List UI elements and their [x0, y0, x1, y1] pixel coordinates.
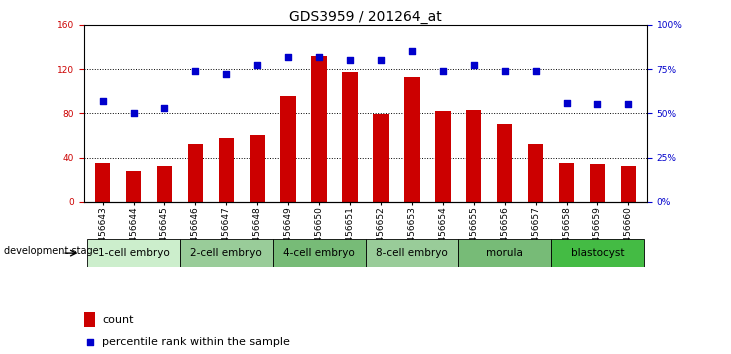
Text: count: count — [102, 315, 134, 325]
Point — [221, 72, 232, 77]
Text: 1-cell embryo: 1-cell embryo — [98, 248, 170, 258]
Point — [591, 102, 603, 107]
Text: blastocyst: blastocyst — [571, 248, 624, 258]
Point — [251, 63, 263, 68]
Point — [561, 100, 572, 105]
Text: 8-cell embryo: 8-cell embryo — [376, 248, 448, 258]
Point — [282, 54, 294, 59]
Bar — [180, 239, 273, 267]
Bar — [497, 124, 512, 202]
Bar — [156, 166, 173, 202]
Bar — [466, 110, 482, 202]
Text: morula: morula — [486, 248, 523, 258]
Point — [623, 102, 635, 107]
Bar — [458, 239, 551, 267]
Point — [128, 110, 140, 116]
Point — [375, 57, 387, 63]
Bar — [87, 239, 180, 267]
Bar — [84, 312, 95, 327]
Point — [437, 68, 449, 74]
Bar — [342, 72, 357, 202]
Bar — [621, 166, 636, 202]
Bar — [366, 239, 458, 267]
Point — [159, 105, 170, 111]
Bar — [551, 239, 644, 267]
Bar — [219, 138, 234, 202]
Point — [344, 57, 356, 63]
Point — [499, 68, 510, 74]
Point — [96, 98, 108, 104]
Text: percentile rank within the sample: percentile rank within the sample — [102, 337, 290, 347]
Bar — [590, 164, 605, 202]
Point — [314, 54, 325, 59]
Bar — [374, 114, 389, 202]
Text: 2-cell embryo: 2-cell embryo — [191, 248, 262, 258]
Bar — [435, 111, 450, 202]
Title: GDS3959 / 201264_at: GDS3959 / 201264_at — [289, 10, 442, 24]
Bar — [188, 144, 203, 202]
Bar — [273, 239, 366, 267]
Bar — [528, 144, 543, 202]
Point — [189, 68, 201, 74]
Point — [311, 249, 322, 255]
Text: 4-cell embryo: 4-cell embryo — [283, 248, 355, 258]
Bar — [404, 77, 420, 202]
Bar — [281, 96, 296, 202]
Bar — [558, 163, 575, 202]
Bar — [249, 135, 265, 202]
Point — [468, 63, 480, 68]
Text: development stage: development stage — [4, 246, 98, 256]
Bar — [126, 171, 141, 202]
Point — [406, 48, 417, 54]
Point — [530, 68, 542, 74]
Bar — [95, 163, 110, 202]
Bar — [311, 56, 327, 202]
